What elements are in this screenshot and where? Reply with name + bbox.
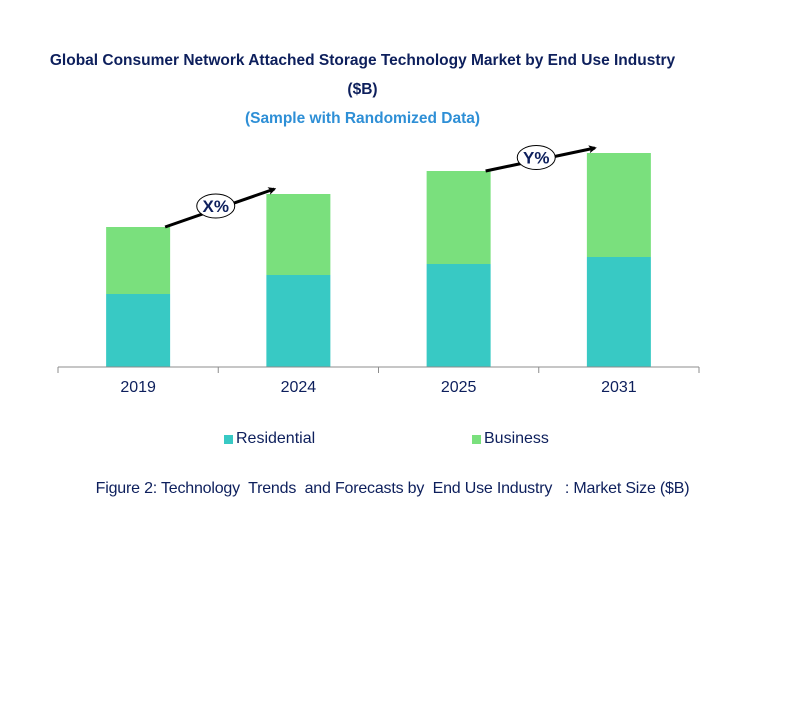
legend-item-residential: Residential (224, 430, 315, 448)
chart-title: Global Consumer Network Attached Storage… (49, 52, 676, 69)
chart-plot: 2019 2024 2025 2031 X% Y% (57, 145, 700, 396)
legend-item-business: Business (472, 430, 549, 448)
x-tick-label-2025: 2025 (441, 379, 477, 396)
x-tick-label-2019: 2019 (120, 379, 156, 396)
bar-business-2024 (266, 194, 331, 275)
bar-residential-2025 (426, 264, 491, 367)
cagr-label: Y% (523, 149, 549, 168)
chart-subtitle: (Sample with Randomized Data) (244, 110, 481, 127)
bar-business-2019 (106, 227, 171, 294)
legend-label-residential: Residential (236, 430, 316, 447)
bar-residential-2024 (266, 275, 331, 367)
bar-residential-2019 (106, 294, 171, 367)
cagr-label: X% (203, 197, 229, 216)
x-tick-label-2031: 2031 (601, 379, 637, 396)
cagr-ellipse (516, 145, 556, 170)
cagr-annotation-x: X% (164, 187, 277, 229)
legend-swatch-residential (224, 434, 233, 444)
chart-title-unit: ($B) (347, 81, 378, 98)
legend-swatch-business (472, 434, 481, 444)
cagr-annotation-y: Y% (485, 145, 597, 173)
legend-label-business: Business (484, 430, 549, 447)
bar-residential-2031 (586, 257, 651, 367)
bar-business-2031 (586, 153, 651, 257)
bar-business-2025 (426, 171, 491, 264)
x-tick-label-2024: 2024 (281, 379, 317, 396)
figure-caption: Figure 2: Technology Trends and Forecast… (95, 480, 690, 497)
cagr-ellipse (196, 193, 236, 219)
